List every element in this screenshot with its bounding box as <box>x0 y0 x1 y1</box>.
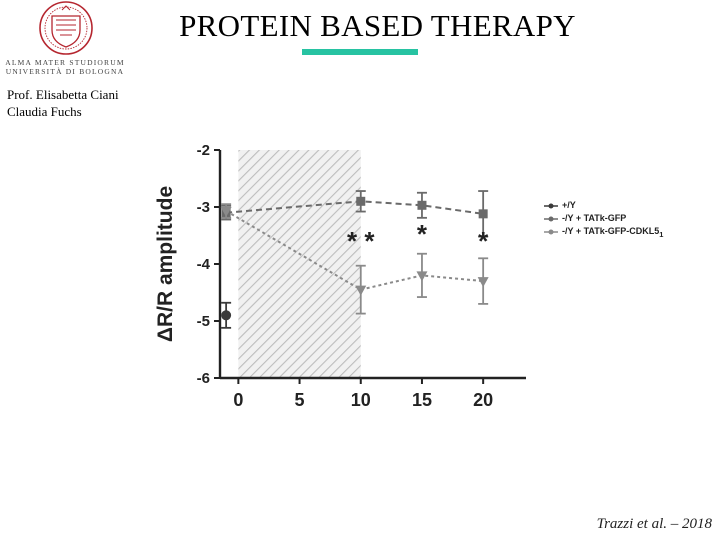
series-line <box>225 210 484 291</box>
x-tick-label: 10 <box>351 390 371 410</box>
legend-label: +/Y <box>562 200 576 210</box>
citation: Trazzi et al. – 2018 <box>596 516 712 532</box>
university-seal-icon <box>39 1 93 55</box>
x-tick-label: 5 <box>295 390 305 410</box>
series-1 <box>221 301 232 329</box>
data-point <box>416 271 428 282</box>
series-line <box>226 200 484 215</box>
y-tick-label: -3 <box>197 199 210 216</box>
title-underline <box>302 49 418 55</box>
y-axis-label: ΔR/R amplitude <box>154 186 177 342</box>
legend-item-2: -/Y + TATk-GFP <box>540 213 710 226</box>
legend-label-subscript: 1 <box>659 229 664 239</box>
legend-label: -/Y + TATk-GFP <box>562 213 627 223</box>
data-point <box>356 196 366 206</box>
x-tick-label: 0 <box>233 390 243 410</box>
legend-item-3: -/Y + TATk-GFP-CDKL51 <box>540 226 710 239</box>
logo-text-line1: ALMA MATER STUDIORUM <box>5 58 125 67</box>
slide-title: PROTEIN BASED THERAPY <box>179 8 576 43</box>
author-1: Prof. Elisabetta Ciani <box>7 87 119 102</box>
data-point <box>477 277 489 288</box>
legend-swatch <box>544 216 558 222</box>
x-tick-label: 15 <box>412 390 432 410</box>
data-point <box>221 310 232 321</box>
x-tick-label: 20 <box>473 390 493 410</box>
significance-marker: * <box>417 219 428 249</box>
legend-swatch <box>544 203 558 209</box>
data-point <box>417 200 427 210</box>
data-point <box>220 206 232 217</box>
logo-text-line2: UNIVERSITÀ DI BOLOGNA <box>5 67 125 76</box>
shaded-treatment-region <box>238 150 361 378</box>
y-tick-label: -4 <box>197 256 211 273</box>
legend-label: -/Y + TATk-GFP-CDKL51 <box>562 226 664 239</box>
chart: -2 -3 -4 -5 -6 0 5 10 15 20 ΔR/R amplitude * * * * <box>140 130 540 420</box>
significance-marker: * <box>478 226 489 256</box>
y-tick-label: -6 <box>197 370 210 387</box>
author-2: Claudia Fuchs <box>7 104 82 119</box>
data-point <box>478 209 488 219</box>
y-tick-label: -5 <box>197 313 210 330</box>
legend-swatch <box>544 229 558 235</box>
chart-plot: -2 -3 -4 -5 -6 0 5 10 15 20 ΔR/R amplitude * * * * <box>154 142 526 410</box>
y-tick-label: -2 <box>197 142 210 159</box>
university-logo: ALMA MATER STUDIORUM UNIVERSITÀ DI BOLOG… <box>2 0 128 80</box>
significance-marker: * * <box>347 226 375 256</box>
series-3 <box>220 203 489 315</box>
chart-legend: +/Y -/Y + TATk-GFP -/Y + TATk-GFP-CDKL51 <box>540 200 710 239</box>
legend-item-1: +/Y <box>540 200 710 213</box>
data-point <box>355 285 367 296</box>
